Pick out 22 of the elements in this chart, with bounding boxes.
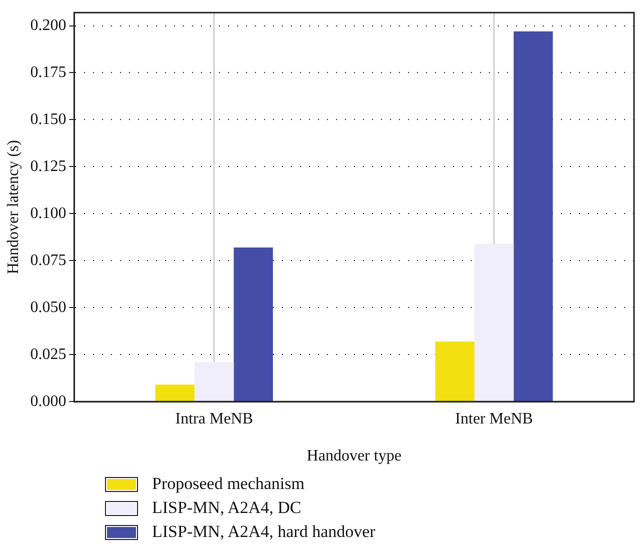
bar bbox=[155, 384, 195, 402]
x-axis-title: Handover type bbox=[306, 448, 402, 465]
y-tick-label: 0.200 bbox=[30, 16, 66, 34]
y-tick-label: 0.175 bbox=[30, 64, 66, 81]
y-tick-label: 0.025 bbox=[30, 346, 66, 363]
bar bbox=[234, 248, 273, 402]
y-axis-title: Handover latency (s) bbox=[4, 140, 22, 274]
y-tick-label: 0.125 bbox=[30, 158, 66, 175]
x-tick-label: Intra MeNB bbox=[175, 410, 254, 428]
y-tick-label: 0.000 bbox=[30, 392, 66, 410]
bar bbox=[194, 362, 234, 402]
y-tick-label: 0.150 bbox=[30, 110, 66, 128]
bar bbox=[435, 341, 474, 402]
y-tick-label: 0.075 bbox=[30, 252, 66, 269]
y-tick-label: 0.100 bbox=[30, 204, 66, 222]
bar bbox=[514, 31, 553, 402]
bar bbox=[474, 244, 514, 402]
x-tick-label: Inter MeNB bbox=[455, 410, 533, 428]
legend-label: Proposeed mechanism bbox=[152, 474, 304, 494]
legend-label: LISP-MN, A2A4, hard handover bbox=[152, 522, 376, 542]
y-tick-label: 0.050 bbox=[30, 298, 66, 316]
legend-label: LISP-MN, A2A4, DC bbox=[152, 498, 302, 518]
